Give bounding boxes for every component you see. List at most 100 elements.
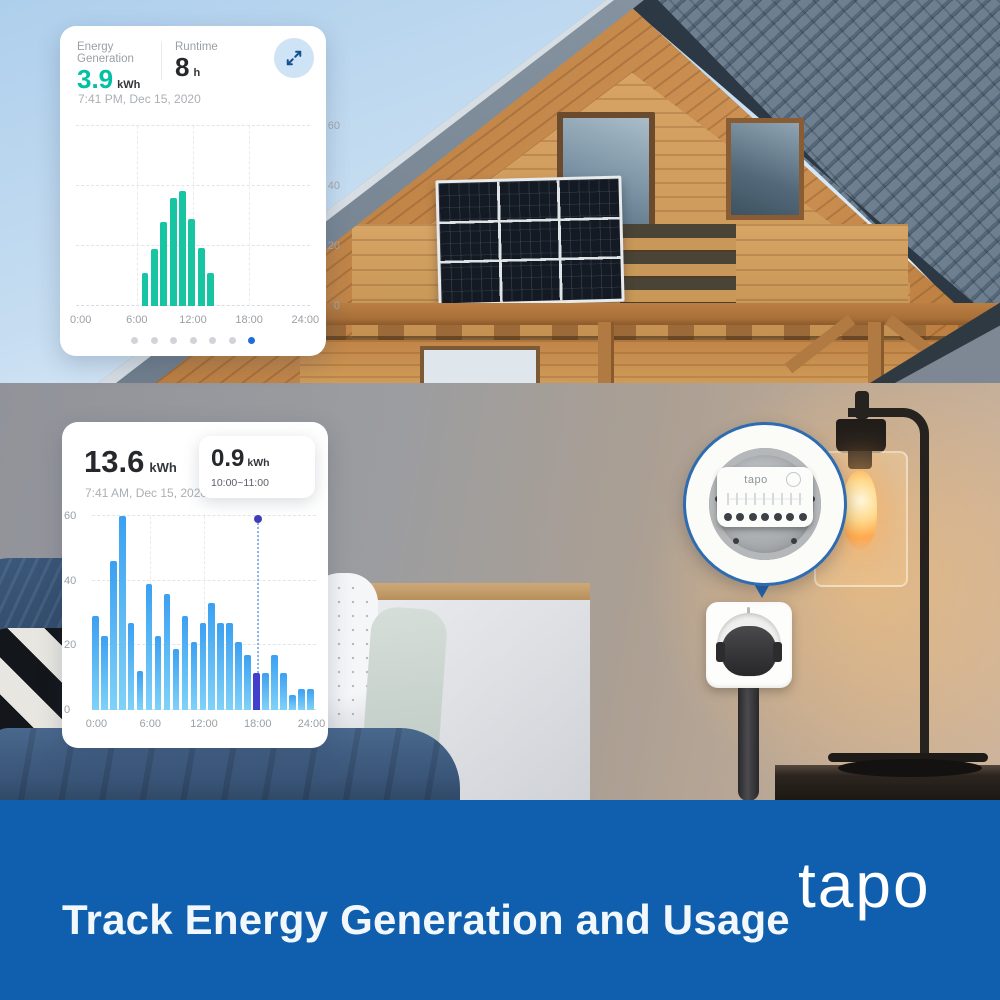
x-axis-label: 24:00 bbox=[291, 314, 320, 326]
house-photo bbox=[0, 0, 1000, 383]
bar-tooltip: 0.9 kWh 10:00~11:00 bbox=[199, 436, 315, 498]
chart-bar[interactable] bbox=[235, 642, 242, 710]
generation-chart: 0 20 40 60 0:00 6:00 12:00 18:00 24:00 bbox=[70, 120, 340, 326]
chart-bar[interactable] bbox=[298, 688, 305, 710]
chart-bar[interactable] bbox=[244, 655, 251, 710]
lamp-frame bbox=[848, 408, 929, 762]
chart-bar[interactable] bbox=[181, 616, 189, 710]
chart-bar[interactable] bbox=[118, 516, 126, 710]
pagination-dot[interactable] bbox=[209, 337, 216, 344]
marker-line bbox=[256, 519, 259, 673]
solar-panel bbox=[435, 175, 625, 307]
chart-bar[interactable] bbox=[280, 672, 287, 710]
y-axis-label: 60 bbox=[327, 120, 340, 132]
pagination-dot-active[interactable] bbox=[248, 337, 255, 344]
y-axis-label: 40 bbox=[327, 180, 340, 192]
metric-unit: kWh bbox=[117, 79, 141, 91]
eave-shadow bbox=[300, 336, 1000, 343]
chart-bar[interactable] bbox=[163, 593, 171, 710]
x-axis-label: 0:00 bbox=[69, 314, 92, 326]
lamp-finial bbox=[855, 391, 869, 419]
chart-bar[interactable] bbox=[178, 190, 186, 306]
x-axis-label: 6:00 bbox=[139, 718, 161, 730]
chart-bar[interactable] bbox=[207, 273, 214, 306]
pagination-dot[interactable] bbox=[150, 337, 158, 344]
x-axis-label: 18:00 bbox=[243, 718, 272, 730]
selected-chart-bar[interactable] bbox=[253, 672, 260, 710]
chart-bar[interactable] bbox=[136, 671, 144, 710]
tooltip-time-range: 10:00~11:00 bbox=[211, 477, 269, 489]
terminal-dot bbox=[786, 513, 794, 521]
chart-bar[interactable] bbox=[188, 219, 196, 306]
module-brand-label: tapo bbox=[744, 474, 768, 486]
chart-bar[interactable] bbox=[141, 273, 149, 306]
tooltip-value: 0.9 kWh bbox=[211, 447, 315, 471]
tooltip-unit: kWh bbox=[247, 457, 270, 469]
balcony-beam bbox=[300, 303, 1000, 325]
y-axis-label: 60 bbox=[64, 510, 77, 522]
lamp-socket-cap bbox=[836, 419, 886, 453]
chart-bar[interactable] bbox=[262, 672, 269, 710]
terminal-row bbox=[717, 513, 813, 521]
generation-timestamp: 7:41 PM, Dec 15, 2020 bbox=[78, 92, 201, 106]
balcony-post bbox=[868, 322, 884, 383]
pagination-dots bbox=[60, 337, 326, 344]
chart-bar[interactable] bbox=[226, 622, 234, 710]
footer-banner bbox=[0, 800, 1000, 1000]
expand-button[interactable] bbox=[274, 38, 314, 78]
pagination-dot[interactable] bbox=[228, 337, 236, 344]
chart-bar[interactable] bbox=[307, 688, 314, 710]
tapo-logo: tapo bbox=[798, 849, 931, 921]
power-cable bbox=[738, 666, 759, 800]
chart-bar[interactable] bbox=[208, 603, 216, 710]
chart-bar[interactable] bbox=[100, 635, 108, 710]
usage-timestamp: 7:41 AM, Dec 15, 2020 bbox=[85, 486, 208, 500]
chart-bar[interactable] bbox=[190, 642, 198, 710]
chart-bar[interactable] bbox=[197, 247, 205, 306]
usage-chart: 0 20 40 60 0:00 6:00 12:00 18:00 24:00 bbox=[64, 510, 325, 730]
chart-bar[interactable] bbox=[289, 695, 296, 710]
wall-socket bbox=[706, 602, 792, 688]
chart-bar[interactable] bbox=[217, 622, 225, 710]
railing-bar bbox=[620, 290, 736, 302]
terminal-dot bbox=[798, 513, 807, 521]
y-axis-label: 20 bbox=[327, 240, 340, 252]
usage-value: 13.6 kWh bbox=[84, 446, 177, 477]
chart-bar[interactable] bbox=[169, 198, 177, 306]
x-axis-label: 18:00 bbox=[235, 314, 263, 326]
chart-bar[interactable] bbox=[154, 635, 162, 710]
usage-unit: kWh bbox=[149, 460, 177, 475]
banner-headline: Track Energy Generation and Usage bbox=[62, 896, 790, 944]
metric-value: 3.9 kWh bbox=[77, 64, 161, 95]
marker-dot bbox=[253, 515, 262, 524]
energy-usage-card: 13.6 kWh 7:41 AM, Dec 15, 2020 0.9 kWh 10:… bbox=[62, 422, 328, 748]
chart-bar[interactable] bbox=[145, 583, 153, 710]
chart-bar[interactable] bbox=[92, 616, 99, 710]
screw-icon bbox=[733, 538, 739, 544]
chart-bar[interactable] bbox=[199, 622, 207, 710]
pagination-dot[interactable] bbox=[189, 337, 197, 344]
terminal-dot bbox=[761, 513, 769, 521]
h-gridline bbox=[76, 125, 310, 126]
y-axis-label: 0 bbox=[64, 704, 71, 716]
chart-bar[interactable] bbox=[160, 222, 168, 306]
pagination-dot[interactable] bbox=[170, 337, 177, 344]
chart-bar[interactable] bbox=[109, 561, 117, 710]
pagination-dot[interactable] bbox=[131, 337, 138, 344]
balcony-post bbox=[598, 322, 614, 383]
chart-bar[interactable] bbox=[271, 655, 278, 710]
chart-bar[interactable] bbox=[172, 648, 180, 710]
x-axis-label: 24:00 bbox=[297, 718, 326, 730]
terminal-dot bbox=[736, 513, 744, 521]
lamp-base-bar bbox=[828, 753, 988, 762]
power-plug bbox=[716, 626, 782, 676]
expand-arrows-icon bbox=[286, 50, 302, 66]
lamp-base bbox=[838, 759, 982, 777]
chart-bar[interactable] bbox=[127, 622, 135, 710]
generation-metric: Energy Generation 3.9 kWh bbox=[77, 41, 161, 95]
y-axis-label: 40 bbox=[64, 574, 77, 587]
metric-number: 8 bbox=[175, 52, 190, 82]
chart-bar[interactable] bbox=[150, 249, 158, 306]
